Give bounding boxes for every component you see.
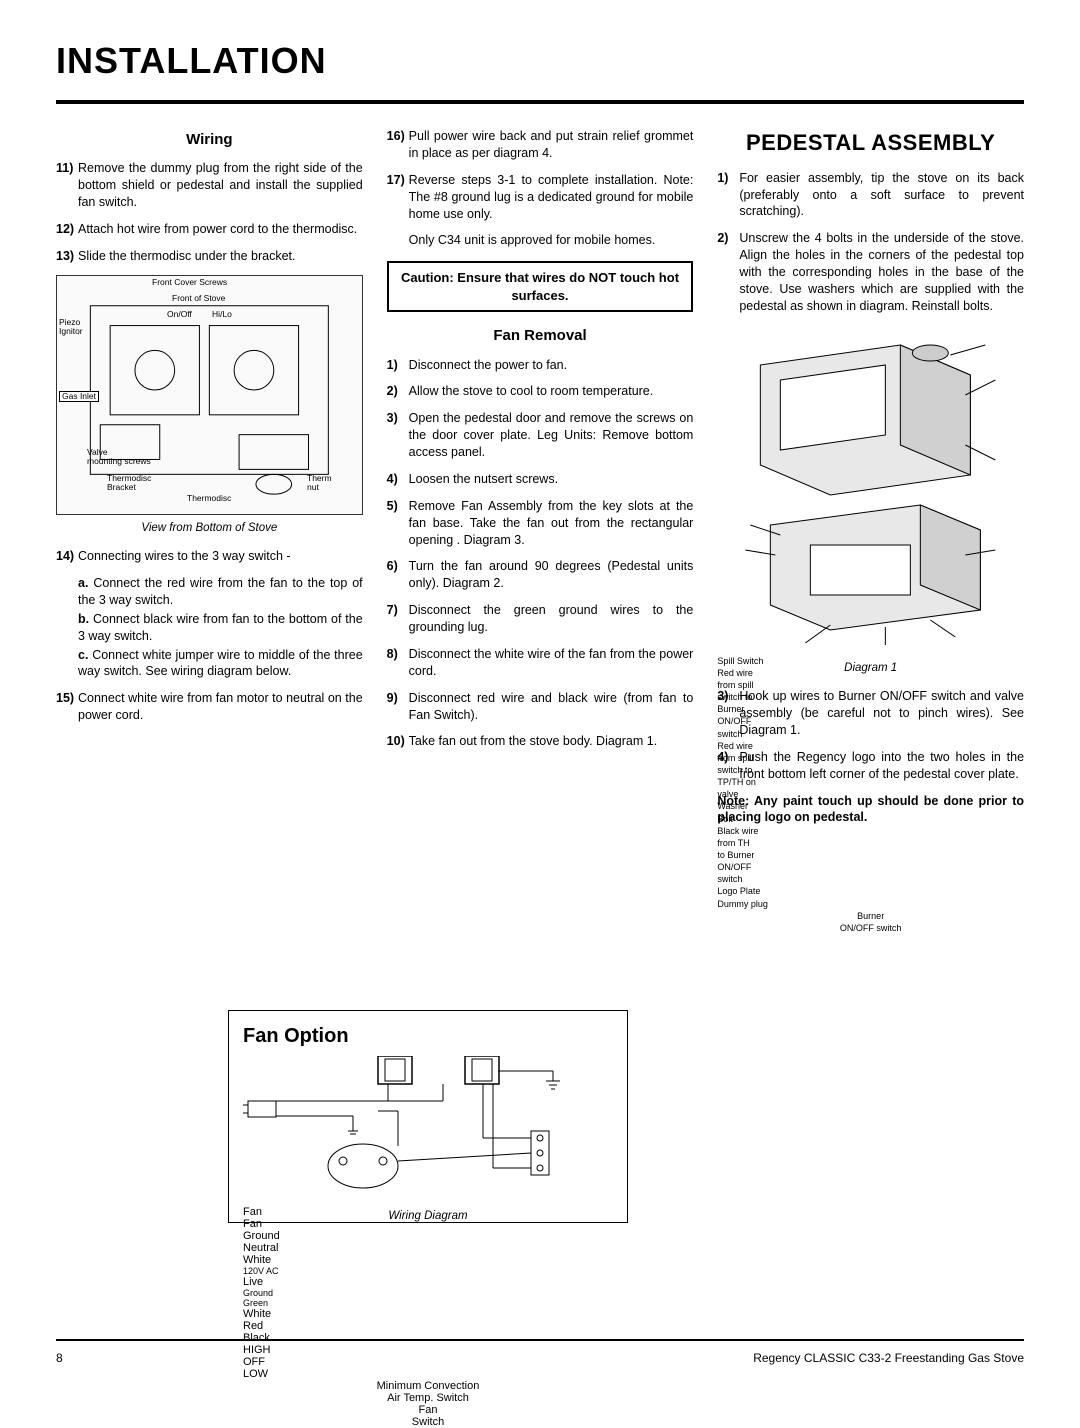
stove-bottom-diagram: Front Cover Screws Front of Stove On/Off… — [56, 275, 363, 515]
label-on-off: On/Off — [167, 310, 192, 319]
label-valve-mounting: Valve mounting screws — [87, 448, 151, 467]
fan-step-9: 9)Disconnect red wire and black wire (fr… — [387, 690, 694, 724]
sub-b: b. Connect black wire from fan to the bo… — [78, 611, 363, 645]
column-1: Wiring 11)Remove the dummy plug from the… — [56, 128, 363, 826]
fo-120v: 120V AC — [243, 1266, 613, 1276]
label-logo-plate: Logo Plate — [717, 885, 1024, 897]
wiring-diagram-caption: Wiring Diagram — [228, 1210, 628, 1222]
label-front-of-stove: Front of Stove — [172, 294, 225, 303]
fan-step-3: 3)Open the pedestal door and remove the … — [387, 410, 694, 461]
fo-low: LOW — [243, 1368, 613, 1380]
fo-ground2: Ground — [243, 1288, 613, 1298]
label-spill-switch: Spill Switch — [717, 655, 1024, 667]
fan-step-8: 8)Disconnect the white wire of the fan f… — [387, 646, 694, 680]
fo-white: White — [243, 1254, 613, 1266]
label-thermodisc: Thermodisc — [187, 494, 231, 503]
label-thermodisc-bracket: Thermodisc Bracket — [107, 474, 151, 493]
fo-black: Black — [243, 1332, 613, 1344]
fan-step-5: 5)Remove Fan Assembly from the key slots… — [387, 498, 694, 549]
step-16: 16)Pull power wire back and put strain r… — [387, 128, 694, 162]
ped-step-2: 2)Unscrew the 4 bolts in the underside o… — [717, 230, 1024, 314]
columns-container: Wiring 11)Remove the dummy plug from the… — [56, 128, 1024, 826]
pedestal-diagram: Spill Switch Red wire from spill switch … — [717, 325, 1024, 655]
label-therm-nut: Therm nut — [307, 474, 332, 493]
fan-option-diagram: Fan Fan Ground Neutral White 120V AC Liv… — [243, 1056, 613, 1206]
step-11: 11)Remove the dummy plug from the right … — [56, 160, 363, 211]
fo-green: Green — [243, 1298, 613, 1308]
fan-step-6: 6)Turn the fan around 90 degrees (Pedest… — [387, 558, 694, 592]
fan-step-1: 1)Disconnect the power to fan. — [387, 357, 694, 374]
only-c34-note: Only C34 unit is approved for mobile hom… — [409, 232, 694, 249]
fo-white2: White — [243, 1308, 613, 1320]
product-name: Regency CLASSIC C33-2 Freestanding Gas S… — [753, 1351, 1024, 1365]
footer: 8 Regency CLASSIC C33-2 Freestanding Gas… — [56, 1351, 1024, 1365]
fan-step-10: 10)Take fan out from the stove body. Dia… — [387, 733, 694, 750]
label-red-wire-1: Red wire from spill switch to Burner ON/… — [717, 667, 1024, 740]
page-number: 8 — [56, 1351, 63, 1365]
label-piezo-ignitor: Piezo Ignitor — [59, 318, 83, 337]
fo-red: Red — [243, 1320, 613, 1332]
column-3: PEDESTAL ASSEMBLY 1)For easier assembly,… — [717, 128, 1024, 826]
step-13: 13)Slide the thermodisc under the bracke… — [56, 248, 363, 265]
label-red-wire-2: Red wire from spill switch to TP/TH on v… — [717, 740, 1024, 801]
fo-fan-switch: Fan Switch — [243, 1404, 613, 1428]
fan-step-4: 4)Loosen the nutsert screws. — [387, 471, 694, 488]
bottom-rule — [56, 1339, 1024, 1341]
label-hi-lo: Hi/Lo — [212, 310, 232, 319]
fo-live: Live — [243, 1276, 613, 1288]
label-gas-inlet: Gas Inlet — [59, 391, 99, 402]
sub-a: a. Connect the red wire from the fan to … — [78, 575, 363, 609]
label-washer: Washer — [717, 800, 1024, 812]
step-14: 14)Connecting wires to the 3 way switch … — [56, 548, 363, 565]
fan-step-7: 7)Disconnect the green ground wires to t… — [387, 602, 694, 636]
fan-option-title: Fan Option — [243, 1025, 613, 1048]
label-bolt: Bolt — [717, 813, 1024, 825]
step-15: 15)Connect white wire from fan motor to … — [56, 690, 363, 724]
fan-step-2: 2)Allow the stove to cool to room temper… — [387, 383, 694, 400]
pedestal-heading: PEDESTAL ASSEMBLY — [717, 128, 1024, 158]
caution-box: Caution: Ensure that wires do NOT touch … — [387, 261, 694, 312]
column-2: 16)Pull power wire back and put strain r… — [387, 128, 694, 826]
label-burner-switch: Burner ON/OFF switch — [717, 910, 1024, 934]
top-rule — [56, 100, 1024, 104]
fan-option-box: Fan Option — [228, 1010, 628, 1223]
wiring-heading: Wiring — [56, 130, 363, 150]
ped-step-1: 1)For easier assembly, tip the stove on … — [717, 170, 1024, 221]
step-17: 17)Reverse steps 3-1 to complete install… — [387, 172, 694, 223]
step-12: 12)Attach hot wire from power cord to th… — [56, 221, 363, 238]
label-black-wire: Black wire from TH to Burner ON/OFF swit… — [717, 825, 1024, 886]
fo-neutral: Neutral — [243, 1242, 613, 1254]
caption-view-bottom: View from Bottom of Stove — [56, 521, 363, 537]
page-title: INSTALLATION — [56, 40, 1024, 82]
label-dummy-plug: Dummy plug — [717, 898, 1024, 910]
fo-ground: Ground — [243, 1230, 613, 1242]
sub-c: c. Connect white jumper wire to middle o… — [78, 647, 363, 681]
label-front-cover-screws: Front Cover Screws — [152, 278, 227, 287]
fo-min-conv: Minimum Convection Air Temp. Switch — [243, 1380, 613, 1404]
fan-removal-heading: Fan Removal — [387, 326, 694, 346]
